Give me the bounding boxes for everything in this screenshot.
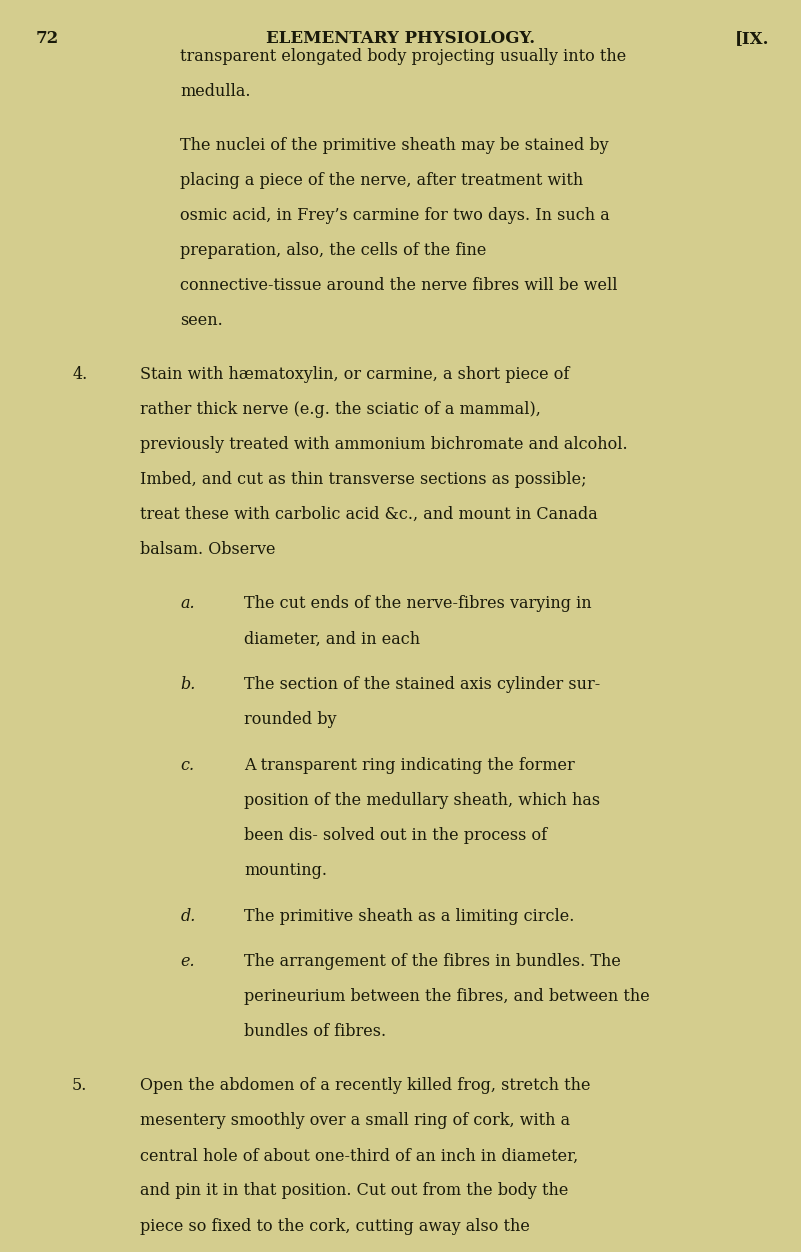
Text: mounting.: mounting. [244,861,328,879]
Text: 5.: 5. [72,1078,87,1094]
Text: connective-tissue around the nerve fibres will be well: connective-tissue around the nerve fibre… [180,277,618,294]
Text: The primitive sheath as a limiting circle.: The primitive sheath as a limiting circl… [244,908,574,924]
Text: 72: 72 [36,30,59,46]
Text: A transparent ring indicating the former: A transparent ring indicating the former [244,756,575,774]
Text: c.: c. [180,756,195,774]
Text: d.: d. [180,908,195,924]
Text: 4.: 4. [72,366,87,383]
Text: The nuclei of the primitive sheath may be stained by: The nuclei of the primitive sheath may b… [180,136,609,154]
Text: rounded by: rounded by [244,711,336,729]
Text: Open the abdomen of a recently killed frog, stretch the: Open the abdomen of a recently killed fr… [140,1078,590,1094]
Text: central hole of about one-third of an inch in diameter,: central hole of about one-third of an in… [140,1147,578,1164]
Text: preparation, also, the cells of the fine: preparation, also, the cells of the fine [180,242,486,259]
Text: piece so fixed to the cork, cutting away also the: piece so fixed to the cork, cutting away… [140,1217,530,1234]
Text: Stain with hæmatoxylin, or carmine, a short piece of: Stain with hæmatoxylin, or carmine, a sh… [140,366,570,383]
Text: been dis- solved out in the process of: been dis- solved out in the process of [244,826,547,844]
Text: placing a piece of the nerve, after treatment with: placing a piece of the nerve, after trea… [180,172,583,189]
Text: The section of the stained axis cylinder sur-: The section of the stained axis cylinder… [244,676,601,694]
Text: Imbed, and cut as thin transverse sections as possible;: Imbed, and cut as thin transverse sectio… [140,471,587,488]
Text: and pin it in that position. Cut out from the body the: and pin it in that position. Cut out fro… [140,1182,569,1199]
Text: b.: b. [180,676,195,694]
Text: The cut ends of the nerve-fibres varying in: The cut ends of the nerve-fibres varying… [244,596,592,612]
Text: The arrangement of the fibres in bundles. The: The arrangement of the fibres in bundles… [244,953,622,970]
Text: e.: e. [180,953,195,970]
Text: [IX.: [IX. [735,30,769,46]
Text: medulla.: medulla. [180,83,251,100]
Text: seen.: seen. [180,312,223,329]
Text: perineurium between the fibres, and between the: perineurium between the fibres, and betw… [244,988,650,1005]
Text: bundles of fibres.: bundles of fibres. [244,1023,386,1040]
Text: transparent elongated body projecting usually into the: transparent elongated body projecting us… [180,48,626,65]
Text: balsam. Observe: balsam. Observe [140,541,276,558]
Text: previously treated with ammonium bichromate and alcohol.: previously treated with ammonium bichrom… [140,436,628,453]
Text: diameter, and in each: diameter, and in each [244,631,421,647]
Text: a.: a. [180,596,195,612]
Text: mesentery smoothly over a small ring of cork, with a: mesentery smoothly over a small ring of … [140,1113,570,1129]
Text: position of the medullary sheath, which has: position of the medullary sheath, which … [244,791,601,809]
Text: osmic acid, in Frey’s carmine for two days. In such a: osmic acid, in Frey’s carmine for two da… [180,207,610,224]
Text: ELEMENTARY PHYSIOLOGY.: ELEMENTARY PHYSIOLOGY. [266,30,535,46]
Text: rather thick nerve (e.g. the sciatic of a mammal),: rather thick nerve (e.g. the sciatic of … [140,401,541,418]
Text: treat these with carbolic acid &c., and mount in Canada: treat these with carbolic acid &c., and … [140,506,598,523]
